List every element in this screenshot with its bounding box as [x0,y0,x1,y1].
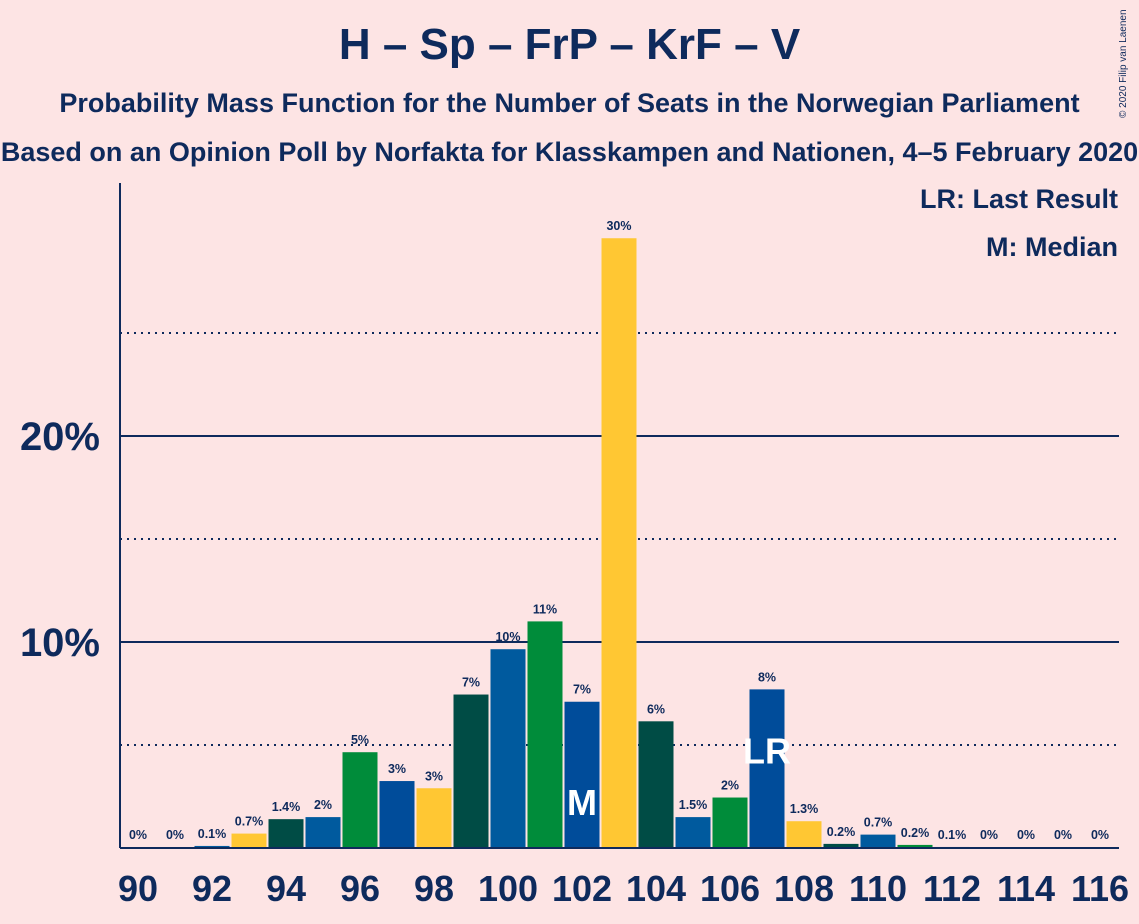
data-label: 0% [1017,828,1035,842]
chart-title: H – Sp – FrP – KrF – V [338,20,801,69]
data-label: 2% [314,798,332,812]
bar-100 [490,649,526,848]
bar-111 [897,844,933,848]
chart-source-line: Based on an Opinion Poll by Norfakta for… [0,137,1139,167]
bar-92 [194,845,230,848]
x-tick-label: 102 [552,868,612,909]
data-label: 1.5% [679,798,708,812]
data-label: 8% [758,670,776,684]
bar-108 [786,821,822,848]
x-tick-label: 104 [626,868,686,909]
data-label: 0% [166,828,184,842]
bar-94 [268,819,304,848]
data-label: 7% [573,683,591,697]
bar-97 [379,781,415,848]
data-label: 0% [980,828,998,842]
data-labels: 0% 0% 0.1% 0.7% 1.4% 2% 5% 3% 3% 7% 10% 11% 7% 30% 6% 1… [129,219,1109,842]
axes: 10% 20% 90 92 94 96 98 100 102 104 106 108 110 112 114… [20,183,1129,909]
x-tick-label: 112 [923,868,981,909]
bar-98 [416,788,452,848]
x-tick-label: 100 [478,868,538,909]
x-tick-label: 106 [700,868,760,909]
y-tick-label: 10% [20,621,100,665]
data-label: 0.1% [198,827,227,841]
data-label: 10% [495,630,520,644]
x-tick-label: 110 [849,868,907,909]
data-label: 3% [425,769,443,783]
bar-101 [527,621,563,848]
x-tick-label: 114 [997,868,1055,909]
bar-96 [342,752,378,848]
bar-107 [749,689,785,848]
bar-95 [305,817,341,848]
legend-median: M: Median [986,232,1118,262]
data-label: 1.4% [272,800,301,814]
bar-106 [712,797,748,848]
last-result-marker: LR [743,731,791,772]
data-label: 5% [351,733,369,747]
data-label: 6% [647,702,665,716]
data-label: 7% [462,676,480,690]
bar-99 [453,694,489,848]
data-label: 3% [388,762,406,776]
bars [194,238,970,849]
x-tick-label: 98 [414,868,454,909]
data-label: 30% [606,219,631,233]
data-label: 0% [129,828,147,842]
data-label: 0.1% [938,828,967,842]
legend-last-result: LR: Last Result [919,184,1118,214]
data-label: 11% [533,602,557,616]
median-marker: M [567,782,597,823]
x-tick-label: 108 [774,868,834,909]
y-tick-label: 20% [20,415,100,459]
x-tick-label: 96 [340,868,380,909]
bar-93 [231,833,267,848]
data-label: 2% [721,779,739,793]
bar-109 [823,843,859,848]
x-tick-label: 94 [266,868,306,909]
bar-104 [638,721,674,848]
chart-subtitle: Probability Mass Function for the Number… [59,88,1080,118]
data-label: 1.3% [790,802,819,816]
data-label: 0.2% [901,826,930,840]
x-tick-label: 92 [192,868,232,909]
data-label: 0.7% [864,816,893,830]
x-tick-label: 116 [1071,868,1129,909]
data-label: 0% [1091,828,1109,842]
data-label: 0% [1054,828,1072,842]
bar-105 [675,817,711,848]
bar-102 [564,701,600,848]
data-label: 0.2% [827,825,856,839]
x-tick-label: 90 [118,868,158,909]
bar-110 [860,834,896,848]
data-label: 0.7% [235,815,264,829]
bar-103 [601,238,637,849]
